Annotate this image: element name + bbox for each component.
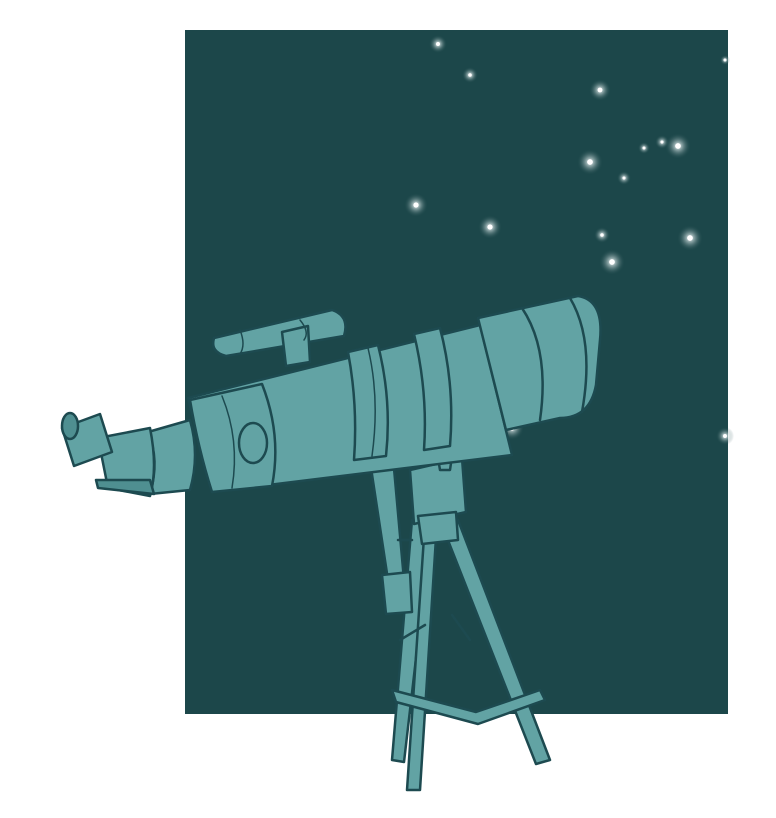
star-core-16: [723, 58, 727, 62]
star-core-9: [413, 202, 419, 208]
star-core-12: [609, 259, 615, 265]
finder-scope: [212, 308, 347, 368]
star-core-11: [600, 233, 604, 237]
tripod: [390, 518, 552, 792]
star-core-3: [597, 87, 603, 93]
star-core-8: [675, 143, 681, 149]
star-core-7: [660, 140, 664, 144]
star-core-4: [587, 159, 593, 165]
star-core-6: [642, 146, 646, 150]
telescope-tube: [60, 294, 602, 498]
star-core-1: [436, 42, 440, 46]
telescope-icon: [60, 294, 602, 792]
star-core-15: [723, 434, 727, 438]
star-core-13: [687, 235, 693, 241]
star-core-2: [468, 73, 472, 77]
star-core-10: [487, 224, 493, 230]
star-core-5: [622, 176, 626, 180]
